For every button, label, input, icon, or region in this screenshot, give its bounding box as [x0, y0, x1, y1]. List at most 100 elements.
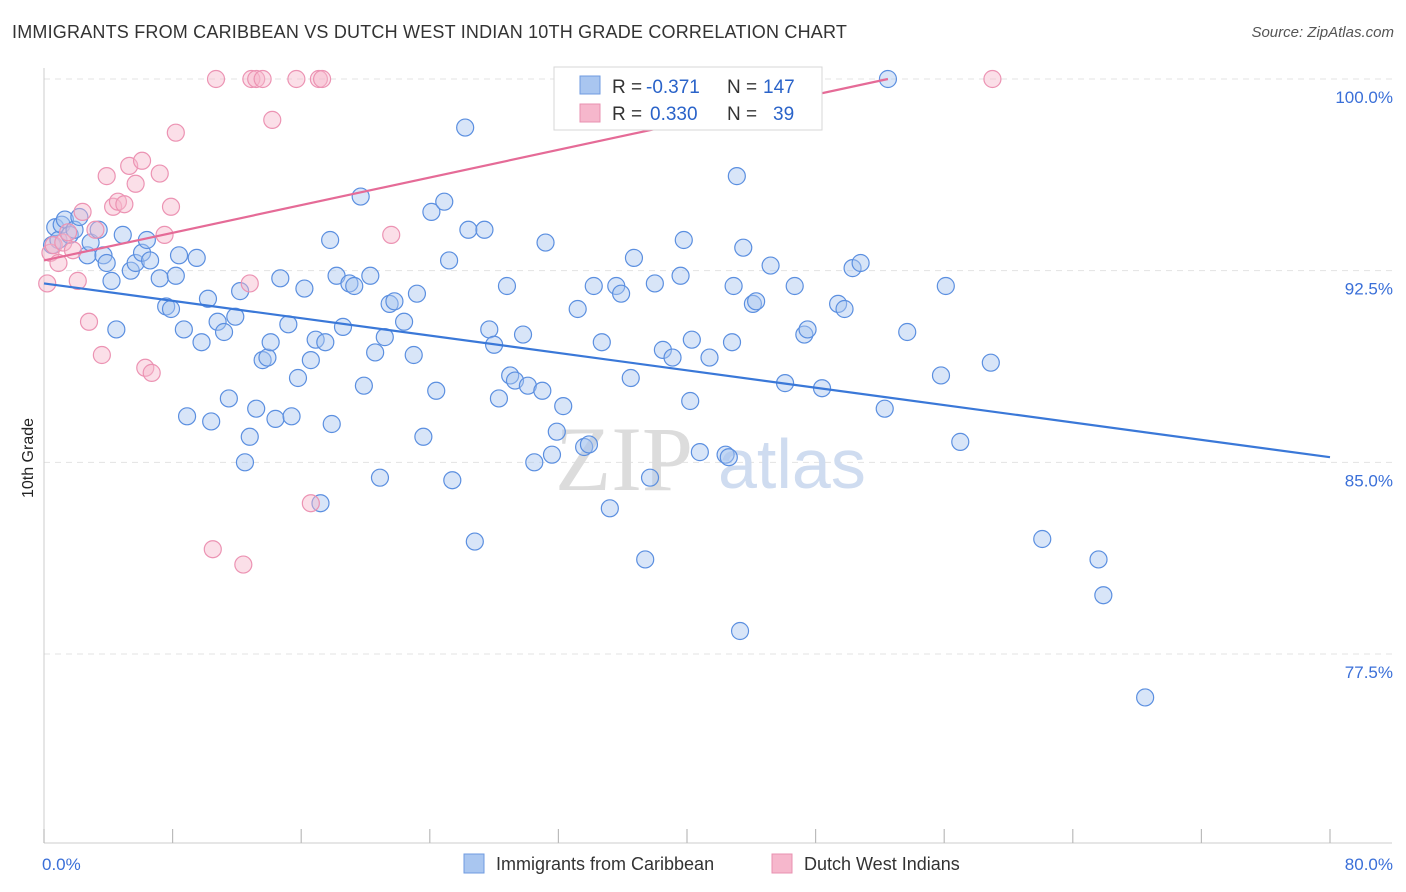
- caribbean-point-75: [443, 471, 462, 490]
- caribbean-point-93: [554, 397, 573, 416]
- caribbean-point-113: [690, 443, 709, 462]
- caribbean-point-48: [295, 279, 314, 298]
- caribbean-point-36: [231, 282, 250, 301]
- grid-lines: [44, 78, 1392, 655]
- caribbean-point-53: [321, 230, 340, 250]
- caribbean-point-23: [161, 299, 181, 319]
- caribbean-point-69: [407, 284, 427, 303]
- dutch-west-indians-point-23: [161, 197, 181, 216]
- bottom-legend-caribbean: Immigrants from Caribbean: [496, 854, 714, 874]
- caribbean-point-123: [747, 292, 766, 311]
- caribbean-point-49: [301, 351, 320, 370]
- dutch-west-indians-point-33: [287, 69, 306, 89]
- caribbean-point-138: [936, 276, 955, 296]
- source-label: Source: ZipAtlas.com: [1251, 24, 1394, 41]
- caribbean-point-84: [501, 366, 520, 385]
- caribbean-point-63: [370, 468, 390, 487]
- dutch-west-indians-point-4: [54, 233, 73, 252]
- dutch-west-indians-point-20: [142, 363, 161, 382]
- dutch-west-indians-point-10: [86, 220, 105, 239]
- caribbean-point-107: [653, 340, 672, 359]
- caribbean-point-90: [536, 233, 555, 252]
- caribbean-point-60: [354, 376, 373, 395]
- caribbean-point-101: [611, 284, 631, 303]
- caribbean-point-140: [981, 353, 1000, 372]
- dutch-west-indians-point-9: [79, 312, 99, 331]
- caribbean-point-13: [102, 271, 121, 290]
- caribbean-point-65: [380, 294, 399, 313]
- caribbean-point-102: [621, 368, 640, 388]
- series-legend: Immigrants from Caribbean Dutch West Ind…: [463, 853, 960, 874]
- caribbean-point-108: [663, 348, 682, 367]
- caribbean-point-76: [456, 118, 475, 137]
- caribbean-point-30: [198, 289, 218, 308]
- caribbean-point-22: [157, 297, 176, 316]
- dutch-west-indians-point-25: [203, 540, 222, 559]
- watermark-zip: ZIP: [555, 408, 693, 510]
- x-tick-label-max: 80.0%: [1345, 855, 1393, 874]
- caribbean-point-78: [465, 532, 484, 551]
- caribbean-point-104: [636, 550, 655, 569]
- caribbean-point-66: [385, 292, 404, 311]
- caribbean-point-26: [174, 320, 193, 339]
- axes: [43, 68, 1392, 844]
- caribbean-point-106: [645, 274, 664, 293]
- dutch-west-indians-point-31: [253, 69, 272, 89]
- bottom-legend-swatch-blue: [463, 853, 485, 874]
- series-caribbean-points: [42, 69, 1155, 707]
- dutch-west-indians-point-36: [312, 69, 332, 89]
- caribbean-point-137: [931, 366, 951, 385]
- caribbean-point-119: [727, 167, 746, 186]
- caribbean-point-77: [459, 220, 478, 239]
- caribbean-point-117: [722, 333, 742, 352]
- caribbean-point-92: [547, 422, 566, 441]
- caribbean-point-68: [404, 345, 423, 365]
- caribbean-point-57: [340, 274, 359, 293]
- y-tick-label-1: 85.0%: [1345, 471, 1393, 490]
- caribbean-point-97: [584, 276, 603, 296]
- caribbean-point-45: [279, 315, 298, 334]
- caribbean-point-116: [719, 448, 738, 467]
- caribbean-point-110: [674, 230, 693, 250]
- dutch-west-indians-point-8: [73, 202, 92, 221]
- caribbean-point-94: [568, 299, 587, 319]
- caribbean-point-120: [730, 621, 750, 641]
- caribbean-point-44: [271, 269, 290, 288]
- dutch-west-indians-point-12: [97, 167, 116, 186]
- dutch-west-indians-point-24: [166, 123, 185, 142]
- dutch-west-indians-point-5: [59, 223, 78, 242]
- caribbean-point-67: [394, 312, 414, 331]
- legend-r-value-1: -0.371: [646, 77, 700, 98]
- caribbean-point-58: [345, 276, 364, 296]
- y-tick-label-0: 77.5%: [1345, 663, 1393, 682]
- caribbean-point-99: [600, 499, 619, 518]
- caribbean-point-89: [533, 381, 552, 400]
- y-tick-labels: 77.5% 85.0% 92.5% 100.0%: [1335, 88, 1393, 682]
- legend-r-value-2: 0.330: [650, 104, 698, 125]
- series-dutch-west-indians-points: [38, 69, 1002, 574]
- caribbean-point-62: [366, 343, 385, 362]
- caribbean-point-126: [785, 276, 804, 296]
- caribbean-point-136: [898, 322, 917, 342]
- caribbean-point-134: [875, 399, 894, 418]
- caribbean-point-143: [1094, 586, 1113, 605]
- watermark-atlas: atlas: [718, 425, 866, 503]
- caribbean-point-40: [253, 351, 272, 370]
- caribbean-point-121: [734, 238, 753, 257]
- caribbean-point-111: [681, 391, 700, 411]
- caribbean-point-72: [427, 381, 446, 400]
- y-axis-title: 10th Grade: [20, 418, 37, 498]
- caribbean-point-87: [518, 376, 537, 395]
- caribbean-point-96: [579, 435, 599, 454]
- caribbean-point-109: [671, 266, 690, 285]
- y-tick-label-3: 100.0%: [1335, 88, 1393, 107]
- caribbean-point-131: [835, 299, 854, 319]
- caribbean-point-141: [1033, 529, 1052, 549]
- caribbean-point-25: [169, 246, 189, 265]
- caribbean-point-32: [208, 312, 227, 331]
- caribbean-point-43: [266, 409, 285, 428]
- caribbean-point-61: [361, 266, 380, 285]
- caribbean-point-21: [150, 269, 169, 288]
- legend-r-label-2: R =: [612, 104, 647, 125]
- caribbean-point-12: [97, 253, 116, 273]
